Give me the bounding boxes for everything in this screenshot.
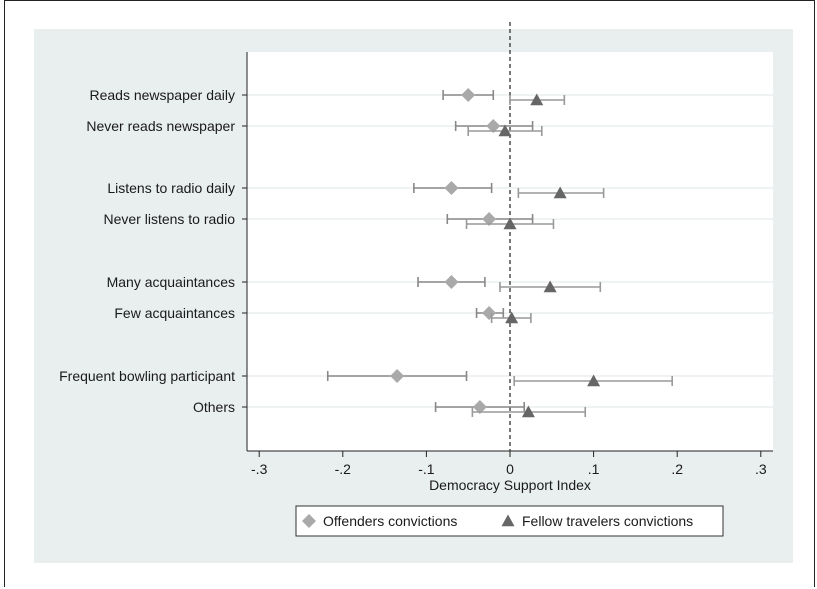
y-label-7: Others — [193, 399, 235, 415]
series-0 — [326, 88, 534, 414]
x-tick-label-4: .1 — [588, 461, 600, 477]
y-label-1: Never reads newspaper — [86, 118, 235, 134]
plot-area — [247, 52, 773, 451]
y-label-5: Few acquaintances — [114, 305, 235, 321]
x-tick-label-0: -.3 — [251, 461, 268, 477]
point-0-1 — [486, 119, 501, 133]
point-0-6 — [390, 369, 405, 383]
y-label-4: Many acquaintances — [107, 274, 235, 290]
point-0-2 — [444, 181, 459, 195]
series-1 — [465, 93, 673, 418]
point-1-4 — [543, 280, 557, 293]
legend-label-1: Fellow travelers convictions — [522, 513, 693, 529]
legend: Offenders convictions Fellow travelers co… — [295, 505, 724, 537]
point-0-4 — [444, 275, 459, 289]
legend-marker-0 — [302, 514, 316, 528]
point-1-7 — [521, 405, 535, 418]
x-axis-title: Democracy Support Index — [429, 477, 591, 493]
point-1-3 — [503, 217, 517, 230]
point-0-0 — [461, 88, 476, 102]
y-label-0: Reads newspaper daily — [89, 87, 235, 103]
x-axis-ticks: -.3 -.2 -.1 0 .1 .2 .3 — [251, 451, 767, 477]
point-0-7 — [472, 400, 487, 414]
y-label-2: Listens to radio daily — [107, 180, 235, 196]
y-label-3: Never listens to radio — [103, 211, 235, 227]
legend-marker-1 — [501, 514, 515, 527]
plot-background — [247, 52, 773, 451]
point-0-3 — [482, 212, 497, 226]
x-tick-label-6: .3 — [755, 461, 767, 477]
legend-label-0: Offenders convictions — [323, 513, 457, 529]
figure-frame — [4, 0, 815, 587]
y-axis-labels: Reads newspaper daily Never reads newspap… — [59, 87, 247, 415]
point-1-1 — [498, 124, 512, 137]
point-1-6 — [587, 374, 601, 387]
y-label-6: Frequent bowling participant — [59, 368, 235, 384]
point-0-5 — [482, 306, 497, 320]
x-tick-label-2: -.1 — [418, 461, 435, 477]
point-1-2 — [553, 186, 567, 199]
point-1-5 — [505, 311, 519, 324]
legend-items: Offenders convictions Fellow travelers co… — [302, 513, 693, 529]
x-tick-label-5: .2 — [671, 461, 683, 477]
x-tick-label-3: 0 — [506, 461, 514, 477]
data-marks — [326, 88, 673, 418]
point-1-0 — [530, 93, 544, 106]
x-tick-label-1: -.2 — [335, 461, 352, 477]
